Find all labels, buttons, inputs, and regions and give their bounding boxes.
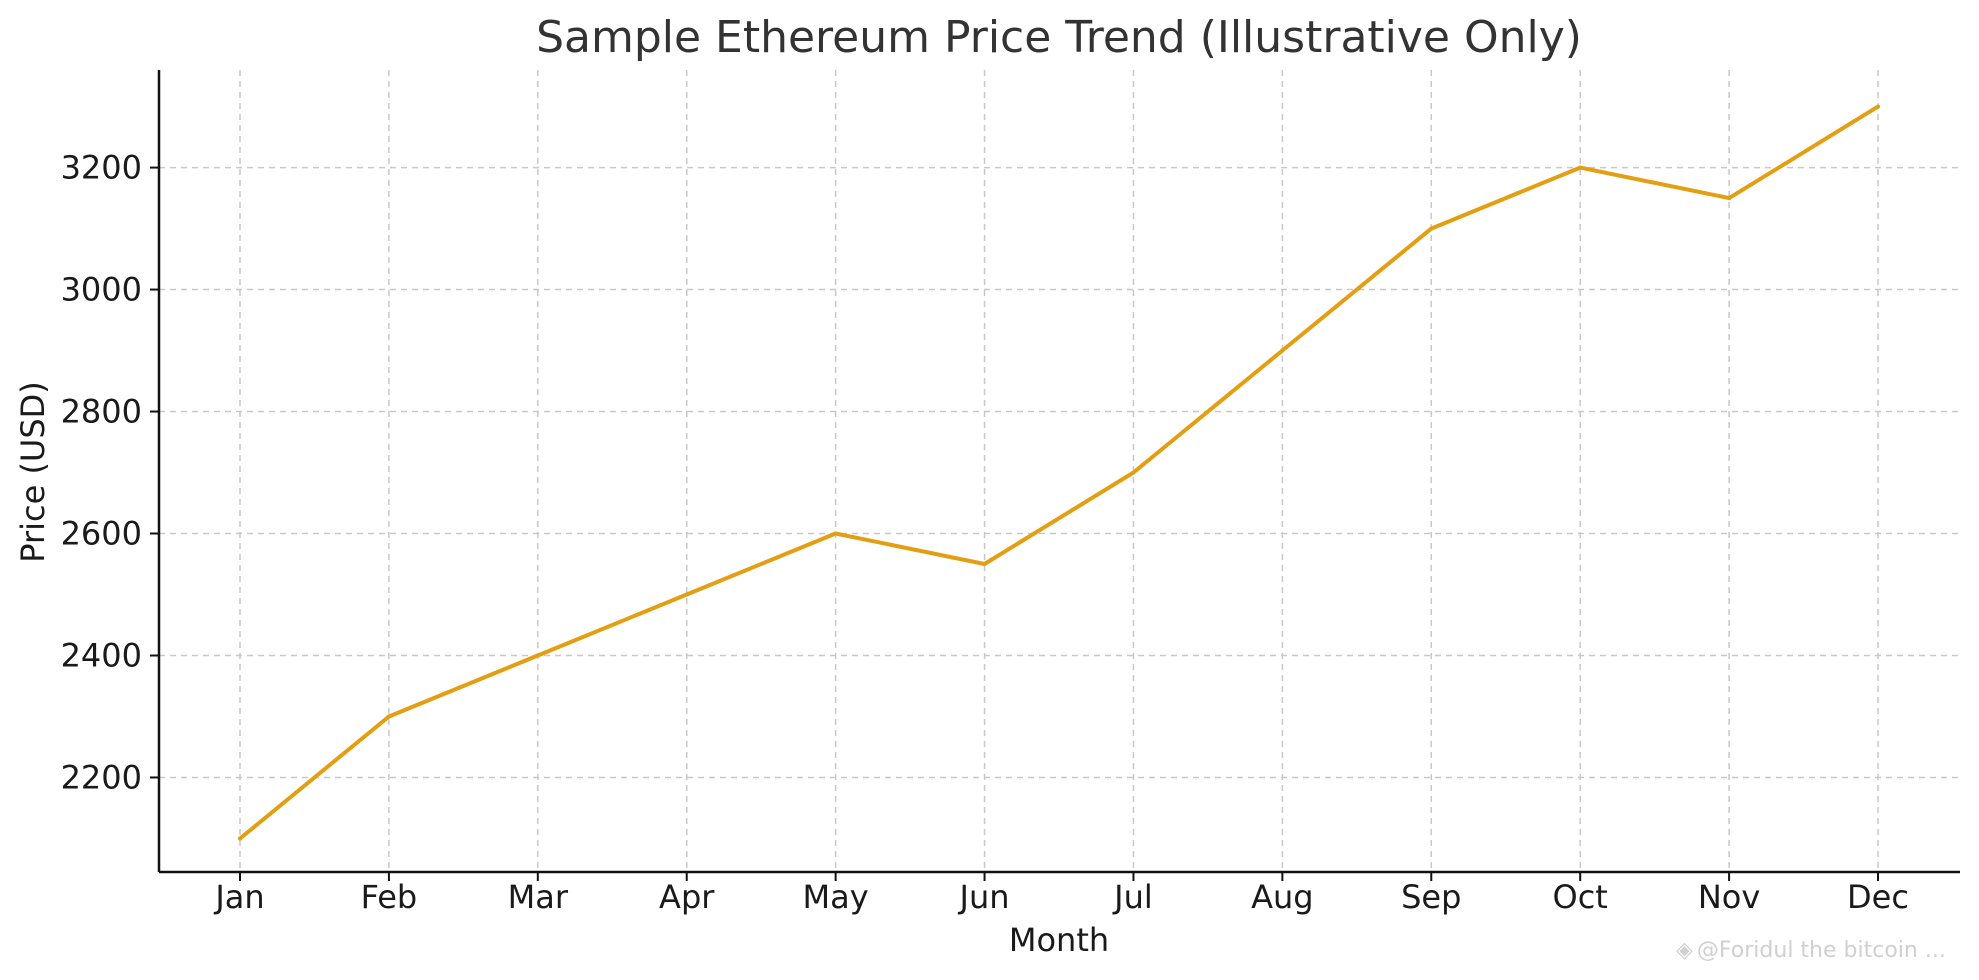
x-tick-label: Nov [1698, 878, 1760, 916]
x-tick-label: May [803, 878, 869, 916]
x-tick-label: Feb [361, 878, 418, 916]
vertical-gridlines [239, 70, 1879, 872]
y-tick-label: 3200 [61, 149, 142, 187]
x-tick-label: Jun [958, 878, 1010, 916]
diamond-watermark-icon: ◈ [1676, 938, 1693, 963]
x-tick-label: Aug [1251, 878, 1313, 916]
data-point [1876, 104, 1880, 109]
watermark-text: @Foridul the bitcoin ... [1696, 938, 1946, 963]
x-tick-label: Jul [1112, 878, 1153, 916]
data-point [684, 592, 689, 597]
watermark: ◈ @Foridul the bitcoin ... [1676, 938, 1976, 970]
chart-title: Sample Ethereum Price Trend (Illustrativ… [536, 12, 1582, 63]
data-point [386, 714, 391, 719]
x-tick-label: Sep [1401, 878, 1461, 916]
series-layer [238, 104, 1880, 841]
y-tick-label: 3000 [61, 271, 142, 309]
data-point [1131, 470, 1136, 475]
data-point [1429, 226, 1434, 231]
horizontal-gridlines [159, 166, 1960, 779]
data-point [982, 562, 987, 567]
y-axis-label: Price (USD) [14, 381, 52, 563]
y-tick-label: 2800 [61, 393, 142, 431]
data-point [833, 531, 838, 536]
y-tick-label: 2600 [61, 515, 142, 553]
data-point [1727, 196, 1732, 201]
y-tick-label: 2200 [61, 758, 142, 796]
data-point [1280, 348, 1285, 353]
x-tick-label: Dec [1847, 878, 1909, 916]
series-line-ethereum-price [238, 104, 1880, 841]
y-axis-ticks: 2200 2400 2600 2800 3000 3200 [61, 149, 159, 796]
x-axis-ticks: Jan Feb Mar Apr May Jun Jul Aug Sep Oct Nov Dec [213, 872, 1909, 916]
x-tick-label: Apr [659, 878, 715, 916]
data-point [1578, 165, 1583, 170]
x-tick-label: Jan [213, 878, 264, 916]
y-tick-label: 2400 [61, 636, 142, 674]
x-tick-label: Oct [1553, 878, 1608, 916]
data-point [535, 653, 540, 658]
x-axis-label: Month [1009, 921, 1109, 959]
data-point [238, 836, 242, 841]
x-tick-label: Mar [508, 878, 569, 916]
